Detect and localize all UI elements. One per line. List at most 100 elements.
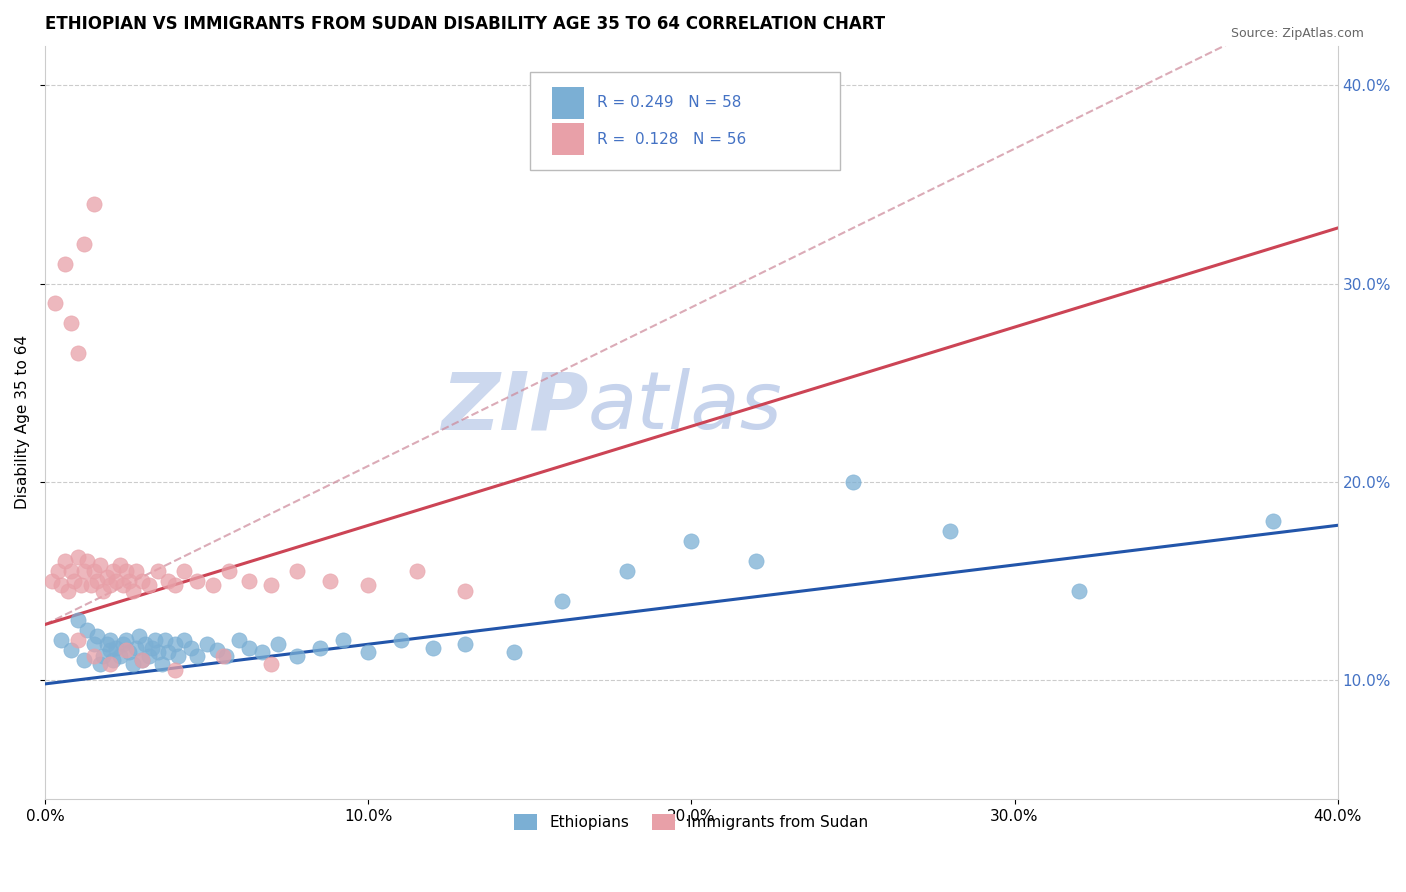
Point [86,574,108,588]
Point [73,653,96,667]
Point [163,663,186,677]
Point [163,578,186,592]
Point [44,296,66,310]
Point [125,641,148,656]
Point [53,257,76,271]
Point [51,578,73,592]
Point [98,633,121,648]
Point [238,641,260,656]
Point [131,653,153,667]
Point [66,346,89,360]
Point [150,657,173,671]
Text: Source: ZipAtlas.com: Source: ZipAtlas.com [1230,27,1364,40]
Point [98,578,121,592]
Point [1261,514,1284,528]
Point [96,570,118,584]
Point [46,564,69,578]
Legend: Ethiopians, Immigrants from Sudan: Ethiopians, Immigrants from Sudan [508,808,875,837]
Text: atlas: atlas [588,368,783,446]
Point [173,564,195,578]
Point [51,633,73,648]
Point [93,583,115,598]
Point [53,554,76,568]
Point [66,633,89,648]
Point [842,475,865,489]
Point [83,649,105,664]
Point [93,649,115,664]
Point [96,637,118,651]
Point [205,643,228,657]
Point [66,549,89,564]
Point [1069,583,1091,598]
Point [83,637,105,651]
Point [238,574,260,588]
Point [285,649,308,664]
Point [215,649,238,664]
Point [148,564,170,578]
Point [63,574,86,588]
Text: ETHIOPIAN VS IMMIGRANTS FROM SUDAN DISABILITY AGE 35 TO 64 CORRELATION CHART: ETHIOPIAN VS IMMIGRANTS FROM SUDAN DISAB… [45,15,886,33]
Point [101,564,124,578]
Point [60,564,83,578]
Point [121,657,143,671]
Point [86,629,108,643]
Point [939,524,962,539]
Point [260,578,283,592]
Point [157,574,180,588]
Point [309,641,332,656]
Point [163,637,186,651]
Bar [553,87,583,119]
Point [134,637,156,651]
Point [186,649,208,664]
Point [285,564,308,578]
Point [111,578,134,592]
Point [389,633,412,648]
Point [105,574,128,588]
Point [157,645,180,659]
Point [148,645,170,659]
Bar [553,123,583,155]
Point [173,633,195,648]
Point [131,574,153,588]
Point [118,574,141,588]
Point [73,236,96,251]
Point [41,574,63,588]
Point [551,593,574,607]
Text: R = 0.249   N = 58: R = 0.249 N = 58 [598,95,741,111]
Point [153,633,176,648]
Point [405,564,427,578]
Point [195,637,218,651]
Point [202,578,225,592]
Point [115,564,138,578]
Point [616,564,638,578]
Point [98,657,121,671]
Point [502,645,524,659]
Point [138,649,160,664]
Point [79,578,101,592]
Point [83,564,105,578]
Point [115,643,138,657]
Point [260,657,283,671]
Point [212,649,235,664]
Point [318,574,340,588]
Point [89,657,111,671]
Point [101,653,124,667]
Point [89,558,111,572]
Point [332,633,354,648]
Point [681,534,703,549]
Point [143,633,166,648]
Point [454,637,477,651]
Point [76,624,98,638]
Point [218,564,240,578]
Point [60,316,83,330]
Point [166,649,188,664]
Text: R =  0.128   N = 56: R = 0.128 N = 56 [598,131,747,146]
Point [422,641,444,656]
Text: ZIP: ZIP [440,368,588,446]
Point [186,574,208,588]
Point [111,637,134,651]
FancyBboxPatch shape [530,72,839,170]
Point [131,653,153,667]
Point [98,643,121,657]
Point [105,641,128,656]
